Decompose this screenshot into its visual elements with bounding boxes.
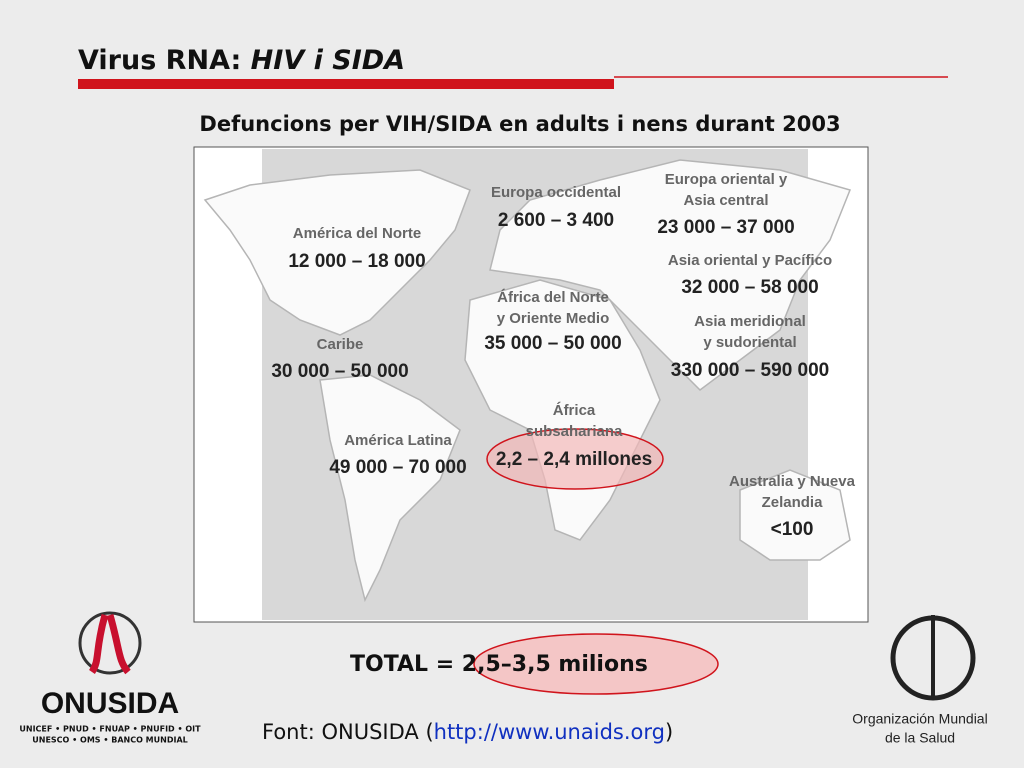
subtitle: Defuncions per VIH/SIDA en adults i nens… [199, 112, 840, 136]
total: TOTAL = 2,5–3,5 milions [350, 652, 648, 677]
who-logo: Organización Mundial de la Salud [852, 615, 988, 746]
region-value: <100 [771, 519, 814, 540]
source-prefix: Font: ONUSIDA ( [262, 720, 434, 744]
total-ellipse [473, 633, 719, 695]
region-name: Europa oriental y [665, 171, 788, 188]
source: Font: ONUSIDA (http://www.unaids.org) [262, 720, 673, 744]
title-italic: HIV i SIDA [251, 45, 405, 76]
region-name: África del Norte [497, 289, 609, 306]
region-name: Zelandia [762, 494, 824, 511]
region-name: Australia y Nueva [729, 473, 856, 490]
logo-line: Organización Mundial [852, 711, 987, 727]
south-america [319, 374, 461, 603]
region-value: 2 600 – 3 400 [498, 210, 614, 231]
logo-ribbon [88, 614, 131, 675]
europe-asia [489, 159, 852, 391]
region-name: y Oriente Medio [497, 310, 610, 327]
region-value: 12 000 – 18 000 [288, 251, 425, 272]
region-name: Asia oriental y Pacífico [668, 252, 832, 269]
region-name: Europa occidental [491, 184, 621, 201]
region-value: 23 000 – 37 000 [657, 217, 794, 238]
title-bar [78, 79, 614, 89]
region-value: 32 000 – 58 000 [681, 277, 818, 298]
logo-line: UNICEF • PNUD • FNUAP • PNUFID • OIT [19, 725, 201, 734]
region-name: Asia meridional [694, 313, 806, 330]
region-name: Asia central [683, 192, 768, 209]
logo-line: de la Salud [885, 730, 955, 746]
region-name: África [553, 402, 596, 419]
region-name: Caribe [317, 336, 364, 353]
australia [739, 469, 851, 561]
region-value: 35 000 – 50 000 [484, 333, 621, 354]
logo-globe [78, 611, 142, 675]
region-name: América del Norte [293, 225, 421, 242]
onusida-logo: ONUSIDA UNICEF • PNUD • FNUAP • PNUFID •… [19, 611, 201, 745]
region-value: 30 000 – 50 000 [271, 361, 408, 382]
region-name: y sudoriental [703, 334, 796, 351]
region-labels: Europa occidental 2 600 – 3 400 Europa ori… [271, 171, 855, 540]
logo-name: ONUSIDA [41, 687, 179, 720]
region-name: subsahariana [526, 423, 623, 440]
region-value: 49 000 – 70 000 [329, 457, 466, 478]
north-america [203, 169, 471, 336]
slide-title: Virus RNA: HIV i SIDA [78, 45, 405, 76]
source-link[interactable]: http://www.unaids.org [434, 720, 665, 744]
logo-line: UNESCO • OMS • BANCO MUNDIAL [32, 736, 187, 745]
region-name: América Latina [344, 432, 452, 449]
region-value: 330 000 – 590 000 [671, 360, 830, 381]
source-suffix: ) [665, 720, 673, 744]
title-text: Virus RNA: [78, 45, 251, 76]
highlight-ellipse [486, 428, 664, 490]
region-value: 2,2 – 2,4 millones [496, 449, 652, 470]
